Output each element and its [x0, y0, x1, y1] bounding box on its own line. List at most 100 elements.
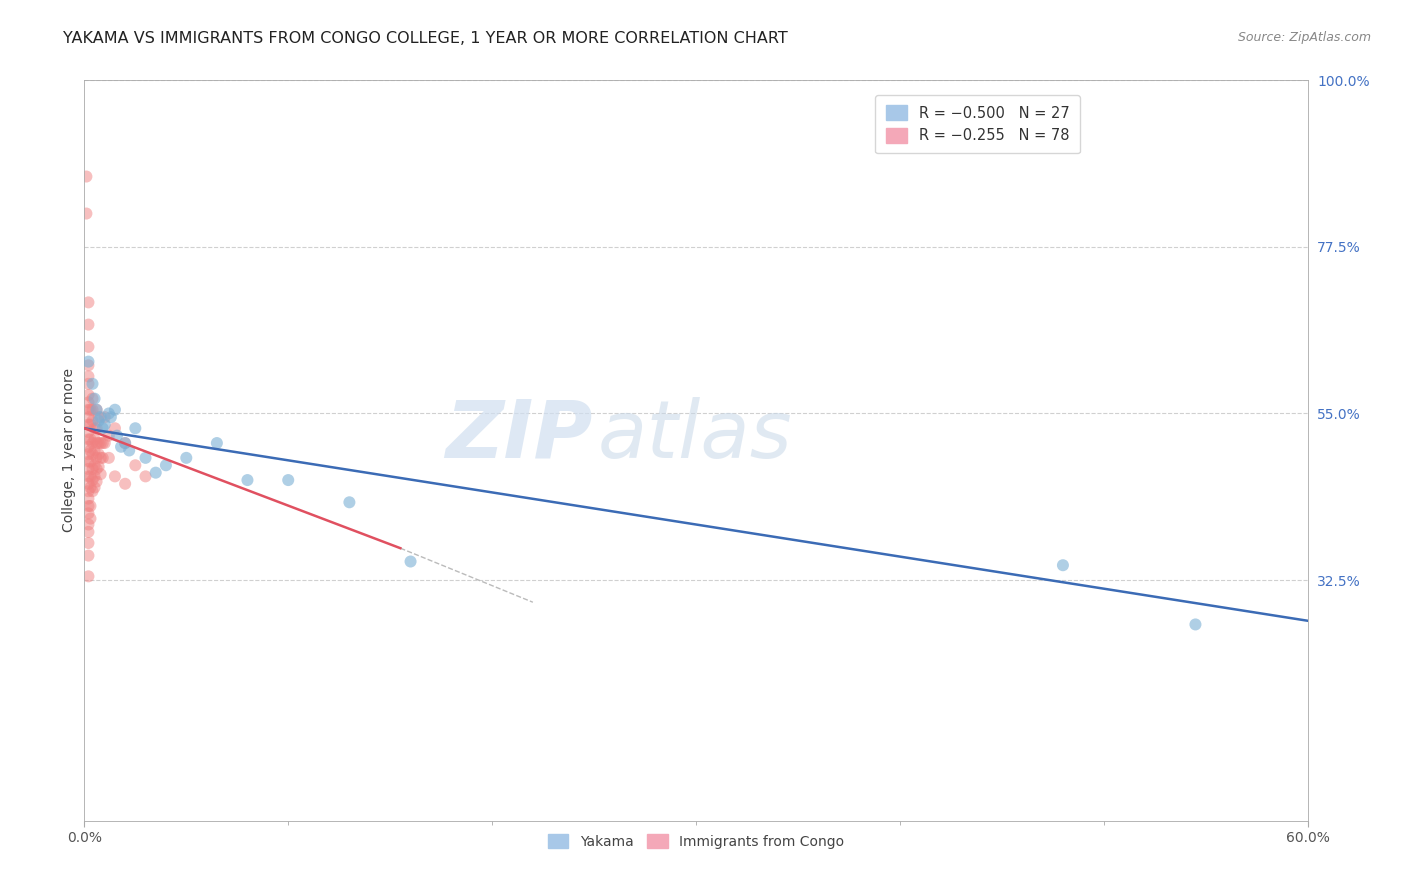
Point [105, 428, 128, 442]
Point [87, 410, 110, 425]
Text: Source: ZipAtlas.com: Source: ZipAtlas.com [1237, 31, 1371, 45]
Point [87, 447, 110, 461]
Point [124, 458, 146, 473]
Point [86, 436, 108, 450]
Point [135, 469, 157, 483]
Point [77, 569, 100, 583]
Point [86, 402, 108, 417]
Point [100, 410, 122, 425]
Point [97, 428, 120, 442]
Point [145, 466, 167, 480]
Point [77, 395, 100, 409]
Point [77, 376, 100, 391]
Point [174, 450, 197, 465]
Point [155, 458, 177, 473]
Legend: Yakama, Immigrants from Congo: Yakama, Immigrants from Congo [543, 829, 849, 855]
Point [77, 517, 100, 532]
Point [77, 440, 100, 454]
Point [77, 454, 100, 468]
Point [86, 475, 108, 489]
Point [77, 433, 100, 447]
Text: atlas: atlas [598, 397, 793, 475]
Point [79, 499, 101, 513]
Point [77, 469, 100, 483]
Point [75, 169, 97, 184]
Point [1184, 617, 1206, 632]
Point [104, 469, 127, 483]
Point [82, 462, 104, 476]
Point [90, 467, 112, 482]
Point [77, 340, 100, 354]
Point [124, 421, 146, 435]
Point [77, 410, 100, 425]
Point [82, 447, 104, 461]
Point [110, 440, 132, 454]
Point [86, 421, 108, 435]
Point [82, 484, 104, 499]
Point [77, 507, 100, 521]
Point [91, 436, 114, 450]
Point [83, 443, 105, 458]
Point [1052, 558, 1074, 573]
Point [93, 436, 115, 450]
Point [77, 447, 100, 461]
Point [90, 410, 112, 425]
Y-axis label: College, 1 year or more: College, 1 year or more [62, 368, 76, 533]
Point [86, 402, 108, 417]
Point [90, 436, 112, 450]
Point [77, 536, 100, 550]
Point [97, 450, 120, 465]
Point [77, 402, 100, 417]
Point [77, 476, 100, 491]
Point [104, 421, 127, 435]
Point [93, 417, 115, 432]
Point [75, 206, 97, 220]
Text: ZIP: ZIP [444, 397, 592, 475]
Point [82, 436, 104, 450]
Point [118, 443, 141, 458]
Point [86, 450, 108, 465]
Point [87, 436, 110, 450]
Point [83, 421, 105, 435]
Point [79, 402, 101, 417]
Point [82, 473, 104, 487]
Point [91, 421, 114, 435]
Point [87, 459, 110, 474]
Point [79, 511, 101, 525]
Point [77, 425, 100, 439]
Point [135, 450, 157, 465]
Point [77, 354, 100, 368]
Point [77, 491, 100, 506]
Point [86, 462, 108, 476]
Point [83, 433, 105, 447]
Point [77, 359, 100, 373]
Point [82, 376, 104, 391]
Point [79, 469, 101, 483]
Point [114, 476, 136, 491]
Point [83, 480, 105, 494]
Point [79, 443, 101, 458]
Point [83, 392, 105, 406]
Point [82, 402, 104, 417]
Point [77, 295, 100, 310]
Point [205, 436, 228, 450]
Point [339, 495, 361, 509]
Point [83, 458, 105, 473]
Point [90, 450, 112, 465]
Point [236, 473, 259, 487]
Point [114, 436, 136, 450]
Point [77, 524, 100, 539]
Point [83, 469, 105, 483]
Point [77, 369, 100, 384]
Point [104, 402, 127, 417]
Point [399, 555, 422, 569]
Point [77, 499, 100, 513]
Point [97, 407, 120, 421]
Point [77, 388, 100, 402]
Point [77, 417, 100, 432]
Point [91, 450, 114, 465]
Point [82, 392, 104, 406]
Point [82, 414, 104, 428]
Point [79, 454, 101, 468]
Point [93, 410, 115, 425]
